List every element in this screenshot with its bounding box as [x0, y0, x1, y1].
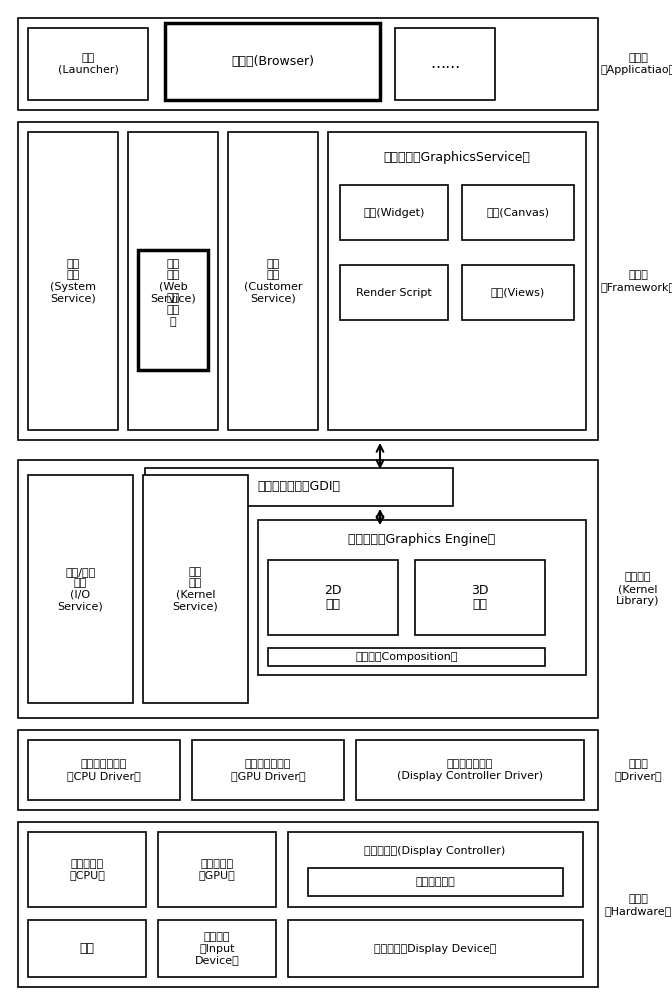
- Bar: [158, 920, 276, 977]
- Bar: [462, 185, 574, 240]
- Text: 网页
服务
(Web
Service): 网页 服务 (Web Service): [150, 259, 196, 303]
- Bar: [288, 920, 583, 977]
- Text: 浏览
器引
擎: 浏览 器引 擎: [167, 293, 179, 327]
- Bar: [192, 740, 344, 800]
- Bar: [415, 560, 545, 635]
- Text: 应用层
（Applicatiao）: 应用层 （Applicatiao）: [600, 53, 672, 75]
- Bar: [288, 832, 583, 907]
- Bar: [395, 28, 495, 100]
- Text: 显示控制器(Display Controller): 显示控制器(Display Controller): [364, 846, 505, 856]
- Bar: [28, 920, 146, 977]
- Text: 硬件层
（Hardware）: 硬件层 （Hardware）: [604, 894, 671, 916]
- Text: 用户
服务
(Customer
Service): 用户 服务 (Customer Service): [244, 259, 302, 303]
- Bar: [258, 520, 586, 675]
- Bar: [128, 132, 218, 430]
- Bar: [145, 468, 453, 506]
- Bar: [18, 122, 598, 440]
- Text: 驱动层
（Driver）: 驱动层 （Driver）: [614, 759, 662, 781]
- Bar: [28, 475, 133, 703]
- Bar: [356, 740, 584, 800]
- Text: 输入设备
（Input
Device）: 输入设备 （Input Device）: [195, 932, 239, 965]
- Bar: [328, 132, 586, 430]
- Text: 图形服务（GraphicsService）: 图形服务（GraphicsService）: [384, 151, 530, 164]
- Text: 浏览器(Browser): 浏览器(Browser): [231, 55, 314, 68]
- Text: 显示控制器驱动
(Display Controller Driver): 显示控制器驱动 (Display Controller Driver): [397, 759, 543, 781]
- Bar: [28, 740, 180, 800]
- Text: 图形处理器
（GPU）: 图形处理器 （GPU）: [199, 859, 235, 880]
- Text: ……: ……: [430, 56, 460, 72]
- Bar: [462, 265, 574, 320]
- Text: 画布(Canvas): 画布(Canvas): [487, 208, 550, 218]
- Text: 各种显示接口: 各种显示接口: [415, 877, 456, 887]
- Text: 图形引擎（Graphics Engine）: 图形引擎（Graphics Engine）: [348, 534, 496, 546]
- Text: 合成器（Composition）: 合成器（Composition）: [355, 652, 458, 662]
- Bar: [138, 250, 208, 370]
- Bar: [143, 475, 248, 703]
- Bar: [228, 132, 318, 430]
- Text: 2D
引擎: 2D 引擎: [325, 584, 342, 611]
- Bar: [268, 560, 398, 635]
- Bar: [158, 832, 276, 907]
- Text: 输入/输出
服务
(I/O
Service): 输入/输出 服务 (I/O Service): [58, 567, 103, 611]
- Text: 显示设备（Display Device）: 显示设备（Display Device）: [374, 944, 497, 954]
- Text: 中央处理器
（CPU）: 中央处理器 （CPU）: [69, 859, 105, 880]
- Text: 视图(Views): 视图(Views): [491, 288, 545, 298]
- Text: 系统
服务
(System
Service): 系统 服务 (System Service): [50, 259, 96, 303]
- Bar: [268, 648, 545, 666]
- Bar: [28, 832, 146, 907]
- Bar: [165, 23, 380, 100]
- Bar: [340, 185, 448, 240]
- Text: 核心
服务
(Kernel
Service): 核心 服务 (Kernel Service): [173, 567, 218, 611]
- Text: 框架层
（Framework）: 框架层 （Framework）: [601, 270, 672, 292]
- Bar: [18, 730, 598, 810]
- Bar: [18, 460, 598, 718]
- Text: 3D
引擎: 3D 引擎: [471, 584, 489, 611]
- Bar: [18, 18, 598, 110]
- Bar: [28, 28, 148, 100]
- Bar: [340, 265, 448, 320]
- Text: 桌面
(Launcher): 桌面 (Launcher): [58, 53, 118, 75]
- Bar: [18, 822, 598, 987]
- Text: 中央处理器驱动
（CPU Driver）: 中央处理器驱动 （CPU Driver）: [67, 759, 141, 781]
- Text: 图形设备接口（GDI）: 图形设备接口（GDI）: [257, 481, 341, 493]
- Bar: [28, 132, 118, 430]
- Text: 图形处理器驱动
（GPU Driver）: 图形处理器驱动 （GPU Driver）: [230, 759, 305, 781]
- Text: Render Script: Render Script: [356, 288, 432, 298]
- Text: 微件(Widget): 微件(Widget): [364, 208, 425, 218]
- Text: 核心库层
(Kernel
Library): 核心库层 (Kernel Library): [616, 572, 660, 606]
- Bar: [308, 868, 563, 896]
- Text: 内存: 内存: [79, 942, 95, 955]
